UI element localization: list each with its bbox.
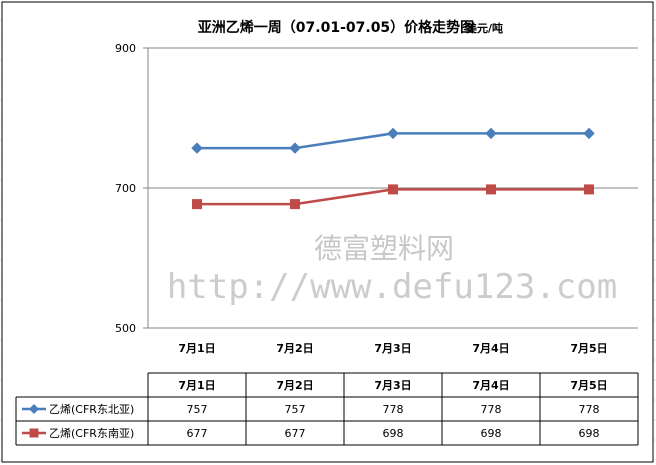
table-value-cell: 757 <box>187 403 208 416</box>
data-point-marker <box>584 184 594 195</box>
table-header-cell: 7月5日 <box>570 379 607 392</box>
data-point-marker <box>583 127 595 140</box>
table-value-cell: 778 <box>383 403 404 416</box>
table-header-cell: 7月3日 <box>374 379 411 392</box>
data-point-marker <box>485 127 497 140</box>
data-point-marker <box>191 142 203 154</box>
data-point-marker <box>290 199 300 210</box>
table-value-cell: 778 <box>481 403 502 416</box>
chart-unit: 美元/吨 <box>466 21 503 35</box>
legend-key-marker <box>29 428 39 438</box>
table-value-cell: 677 <box>285 427 306 440</box>
x-tick-label: 7月3日 <box>374 342 411 355</box>
data-point-marker <box>486 184 496 195</box>
plot-area: 500 700 900 7月1日 7月2日 7月3日 7月4日 7月5日 <box>115 42 638 355</box>
legend-key-marker <box>29 404 39 414</box>
table-value-cell: 698 <box>579 427 600 440</box>
table-value-cell: 757 <box>285 403 306 416</box>
table-header-cell: 7月1日 <box>178 379 215 392</box>
table-value-cell: 698 <box>481 427 502 440</box>
x-tick-label: 7月1日 <box>178 342 215 355</box>
legend-label: 乙烯(CFR东南亚) <box>49 427 134 440</box>
y-tick-label: 700 <box>115 182 136 195</box>
x-tick-label: 7月5日 <box>570 342 607 355</box>
data-point-marker <box>388 184 398 195</box>
x-tick-label: 7月2日 <box>276 342 313 355</box>
table-header-cell: 7月4日 <box>472 379 509 392</box>
table-value-cell: 778 <box>579 403 600 416</box>
data-point-marker <box>192 199 202 210</box>
data-point-marker <box>387 127 399 140</box>
x-tick-label: 7月4日 <box>472 342 509 355</box>
y-tick-label: 500 <box>115 322 136 335</box>
table-header-cell: 7月2日 <box>276 379 313 392</box>
watermark-url: http://www.defu123.com <box>167 267 617 307</box>
table-value-cell: 698 <box>383 427 404 440</box>
y-tick-label: 900 <box>115 42 136 55</box>
data-point-marker <box>289 142 301 154</box>
watermark-cn: 德富塑料网 <box>314 232 454 265</box>
legend-label: 乙烯(CFR东北亚) <box>49 403 134 416</box>
chart-title: 亚洲乙烯一周（07.01-07.05）价格走势图 <box>198 19 474 36</box>
table-value-cell: 677 <box>187 427 208 440</box>
